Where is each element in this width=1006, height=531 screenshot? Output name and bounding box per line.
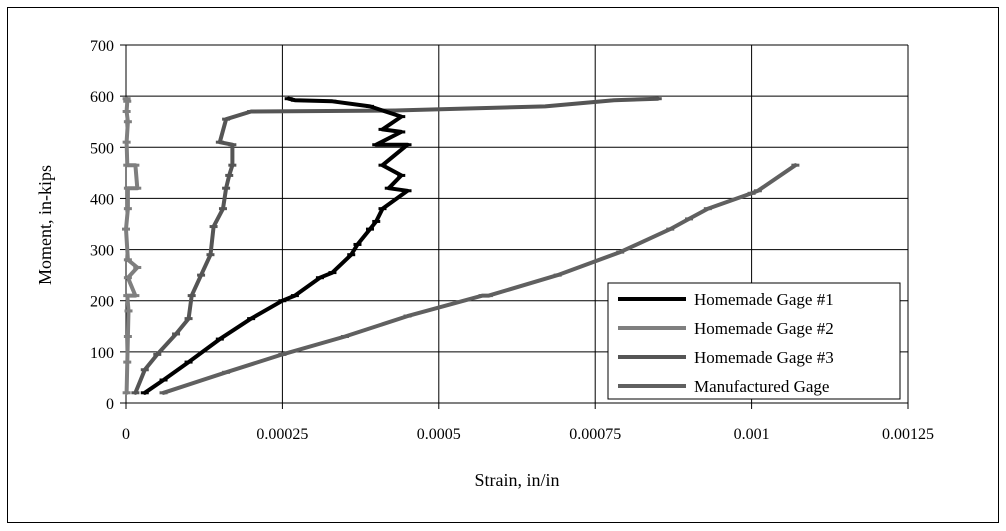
y-tick-label: 500: [90, 140, 114, 157]
y-tick-label: 700: [90, 38, 114, 55]
series-lines: [122, 96, 800, 395]
x-tick-label: 0.00075: [569, 426, 621, 443]
legend-label-1: Homemade Gage #1: [694, 290, 834, 309]
x-tick-label: 0.00125: [882, 426, 934, 443]
y-tick-label: 0: [106, 396, 114, 413]
series-line-1: [142, 96, 410, 395]
chart-frame: [7, 7, 999, 523]
y-axis-label: Moment, in-kips: [35, 165, 55, 285]
y-tick-label: 600: [90, 89, 114, 106]
x-tick-label: 0.001: [734, 426, 770, 443]
series-line-2: [124, 96, 140, 395]
legend-label-2: Homemade Gage #2: [694, 319, 834, 338]
legend-label-3: Homemade Gage #3: [694, 348, 834, 367]
y-tick-label: 100: [90, 345, 114, 362]
y-tick-labels: 0 100 200 300 400 500 600 700: [90, 38, 114, 413]
x-tick-label: 0.0005: [417, 426, 461, 443]
y-tick-label: 400: [90, 191, 114, 208]
x-axis-label: Strain, in/in: [475, 470, 560, 490]
y-tick-label: 200: [90, 294, 114, 311]
legend-box: [607, 282, 901, 400]
x-tick-label: 0: [122, 426, 130, 443]
x-tick-labels: 0 0.00025 0.0005 0.00075 0.001 0.00125: [122, 426, 934, 443]
y-tick-label: 300: [90, 243, 114, 260]
legend: Homemade Gage #1 Homemade Gage #2 Homemade…: [607, 282, 901, 400]
x-tick-label: 0.00025: [256, 426, 308, 443]
legend-label-4: Manufactured Gage: [694, 377, 829, 396]
